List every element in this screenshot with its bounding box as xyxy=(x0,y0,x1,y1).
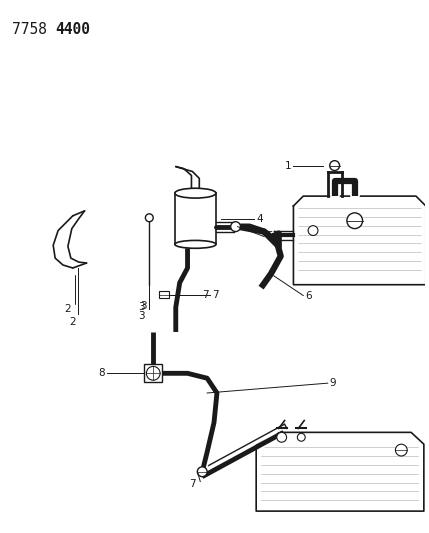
Text: 2: 2 xyxy=(69,317,76,327)
Circle shape xyxy=(145,214,153,222)
Circle shape xyxy=(308,225,318,236)
Ellipse shape xyxy=(175,240,216,248)
Text: 8: 8 xyxy=(99,368,105,378)
Circle shape xyxy=(330,160,339,171)
Text: 7: 7 xyxy=(202,289,209,300)
Polygon shape xyxy=(256,432,424,511)
Circle shape xyxy=(197,467,207,477)
Ellipse shape xyxy=(175,188,216,198)
Text: 4: 4 xyxy=(256,214,263,224)
Bar xyxy=(159,290,169,298)
Text: 3: 3 xyxy=(140,301,147,311)
Text: 6: 6 xyxy=(305,290,312,301)
Text: 4400: 4400 xyxy=(55,22,90,37)
Circle shape xyxy=(347,213,363,229)
Bar xyxy=(175,193,216,244)
Text: 7: 7 xyxy=(212,289,219,300)
Polygon shape xyxy=(293,196,426,285)
Circle shape xyxy=(297,433,305,441)
Text: 3: 3 xyxy=(138,311,145,321)
Text: 5: 5 xyxy=(266,231,272,241)
Text: 3: 3 xyxy=(138,302,145,312)
Circle shape xyxy=(231,222,241,231)
Text: 7: 7 xyxy=(189,479,195,489)
Text: 7758: 7758 xyxy=(12,22,47,37)
Text: 1: 1 xyxy=(285,160,291,171)
Text: 2: 2 xyxy=(65,304,71,314)
Circle shape xyxy=(146,366,160,380)
Bar xyxy=(145,365,162,382)
Circle shape xyxy=(396,444,407,456)
Text: 9: 9 xyxy=(330,378,336,388)
Circle shape xyxy=(277,432,287,442)
